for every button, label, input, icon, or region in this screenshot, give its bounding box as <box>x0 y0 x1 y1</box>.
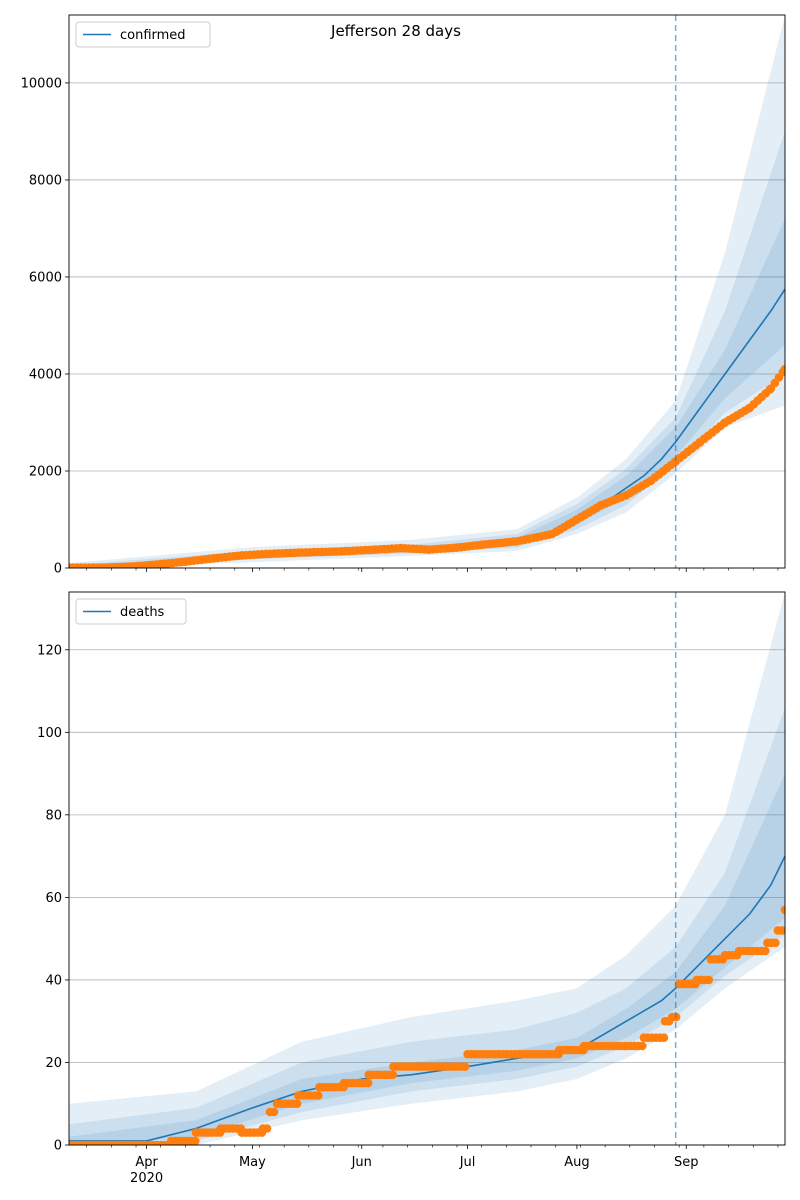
observed-point <box>460 1062 470 1071</box>
plot-area <box>69 15 785 568</box>
inner-uncertainty-band <box>69 218 785 568</box>
confirmed-panel: 0 2000 4000 6000 8000 10000 confirmed <box>21 14 786 577</box>
y-tick-label: 10000 <box>21 76 62 91</box>
y-tick-label: 40 <box>45 973 62 988</box>
legend: deaths <box>75 598 187 625</box>
legend-box <box>75 21 211 48</box>
y-tick-label: 80 <box>45 808 62 823</box>
observed-point <box>780 364 785 374</box>
observed-point <box>638 1041 647 1051</box>
y-tick-label: 4000 <box>29 367 62 382</box>
outer-uncertainty-band <box>69 15 785 568</box>
observed-point <box>292 1099 302 1108</box>
y-tick-label: 0 <box>54 1139 62 1154</box>
observed-point <box>780 905 785 915</box>
observed-points <box>69 905 785 1145</box>
y-tick-label: 6000 <box>29 270 62 285</box>
legend-label: deaths <box>120 605 165 620</box>
observed-point <box>777 926 785 935</box>
mid-uncertainty-band <box>69 131 785 568</box>
x-tick-label: Jun <box>351 1155 372 1170</box>
axes-frame <box>68 591 786 1146</box>
observed-point <box>269 1107 279 1117</box>
observed-point <box>771 938 780 948</box>
observed-point <box>314 1091 323 1100</box>
x-tick-label: Jul <box>459 1155 476 1170</box>
plot-area <box>69 592 785 1145</box>
mid-uncertainty-band <box>69 707 785 1145</box>
y-tick-label: 120 <box>37 643 62 658</box>
y-tick-label: 60 <box>45 891 62 906</box>
axes-frame <box>68 14 786 569</box>
x-tick-year-label: 2020 <box>130 1171 163 1186</box>
observed-point <box>704 975 714 985</box>
x-tick-label: Aug <box>564 1155 589 1170</box>
observed-point <box>363 1078 373 1088</box>
x-tick-label: Sep <box>674 1155 699 1170</box>
observed-point <box>191 1136 200 1145</box>
y-tick-label: 0 <box>54 562 62 577</box>
x-tick-label: May <box>239 1155 266 1170</box>
legend-label: confirmed <box>120 28 186 43</box>
y-tick-label: 8000 <box>29 173 62 188</box>
chart-title: Jefferson 28 days <box>330 22 461 40</box>
y-tick-label: 100 <box>37 726 62 741</box>
observed-point <box>388 1070 398 1080</box>
legend-box <box>75 598 187 625</box>
observed-point <box>761 946 770 956</box>
legend: confirmed <box>75 21 211 48</box>
y-tick-label: 2000 <box>29 464 62 479</box>
observed-point <box>659 1033 669 1042</box>
x-tick-label: Apr <box>135 1155 158 1170</box>
observed-points <box>69 364 785 568</box>
outer-uncertainty-band <box>69 592 785 1145</box>
observed-point <box>262 1124 272 1133</box>
y-tick-label: 20 <box>45 1056 62 1071</box>
